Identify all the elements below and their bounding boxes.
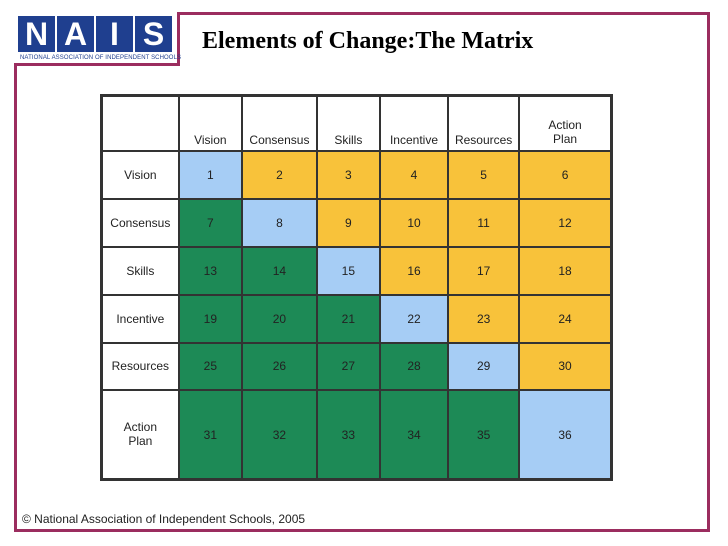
column-header: Vision <box>178 96 243 151</box>
matrix-cell-diagonal: 36 <box>519 390 611 479</box>
logo-caption: NATIONAL ASSOCIATION OF INDEPENDENT SCHO… <box>20 55 182 61</box>
matrix-cell-lower: 21 <box>316 294 380 343</box>
matrix-cell-upper: 2 <box>242 151 317 199</box>
logo-letter: S <box>135 16 172 52</box>
matrix-cell-upper: 16 <box>379 246 449 295</box>
column-header: Incentive <box>379 96 449 151</box>
matrix-cell-upper: 24 <box>519 294 611 343</box>
column-header: Skills <box>316 96 380 151</box>
matrix-cell-upper: 17 <box>448 246 520 295</box>
matrix-cell-upper: 30 <box>519 342 611 391</box>
logo-letter: N <box>18 16 55 52</box>
matrix-cell-lower: 14 <box>242 246 317 295</box>
matrix-cell-upper: 5 <box>448 151 520 199</box>
matrix-cell-upper: 18 <box>519 246 611 295</box>
matrix-cell-upper: 3 <box>316 151 380 199</box>
matrix-row: Skills 13 14 15 16 17 18 <box>102 246 611 295</box>
matrix-cell-upper: 12 <box>519 198 611 247</box>
matrix-row: Incentive 19 20 21 22 23 24 <box>102 294 611 343</box>
matrix-row: Consensus 7 8 9 10 11 12 <box>102 198 611 247</box>
matrix-cell-lower: 33 <box>316 390 380 479</box>
matrix-row: Resources 25 26 27 28 29 30 <box>102 342 611 391</box>
matrix-cell-diagonal: 29 <box>448 342 520 391</box>
column-header: Action Plan <box>519 96 611 151</box>
matrix-cell-diagonal: 22 <box>379 294 449 343</box>
row-header: Skills <box>102 246 179 295</box>
matrix-cell-lower: 27 <box>316 342 380 391</box>
matrix-cell-lower: 28 <box>379 342 449 391</box>
column-header: Resources <box>448 96 520 151</box>
matrix-cell-diagonal: 1 <box>178 151 243 199</box>
row-header: Resources <box>102 342 179 391</box>
matrix-cell-upper: 6 <box>519 151 611 199</box>
matrix-cell-lower: 32 <box>242 390 317 479</box>
matrix-cell-lower: 31 <box>178 390 243 479</box>
matrix-cell-upper: 4 <box>379 151 449 199</box>
change-matrix: Vision Consensus Skills Incentive Resources A… <box>100 94 613 481</box>
row-header: Consensus <box>102 198 179 247</box>
matrix-cell-upper: 11 <box>448 198 520 247</box>
matrix-row: Vision 1 2 3 4 5 6 <box>102 151 611 199</box>
column-header: Consensus <box>242 96 317 151</box>
row-header: Incentive <box>102 294 179 343</box>
matrix-cell-diagonal: 8 <box>242 198 317 247</box>
matrix-cell-lower: 13 <box>178 246 243 295</box>
row-header: Action Plan <box>102 390 179 479</box>
matrix-cell-upper: 23 <box>448 294 520 343</box>
matrix-cell-upper: 10 <box>379 198 449 247</box>
matrix-cell-lower: 35 <box>448 390 520 479</box>
matrix-cell-lower: 34 <box>379 390 449 479</box>
matrix-cell-lower: 20 <box>242 294 317 343</box>
matrix-corner-cell <box>102 96 179 151</box>
matrix-row: Action Plan 31 32 33 34 35 36 <box>102 390 611 479</box>
matrix-cell-lower: 26 <box>242 342 317 391</box>
logo-letters: N A I S <box>18 16 172 52</box>
logo-letter: I <box>96 16 133 52</box>
matrix-cell-lower: 19 <box>178 294 243 343</box>
row-header: Vision <box>102 151 179 199</box>
copyright-footer: © National Association of Independent Sc… <box>22 512 306 526</box>
nais-logo: N A I S NATIONAL ASSOCIATION OF INDEPEND… <box>14 12 182 66</box>
matrix-cell-diagonal: 15 <box>316 246 380 295</box>
slide-title: Elements of Change:The Matrix <box>202 28 534 54</box>
matrix-header-row: Vision Consensus Skills Incentive Resources A… <box>102 96 611 151</box>
matrix-cell-lower: 25 <box>178 342 243 391</box>
matrix-cell-lower: 7 <box>178 198 243 247</box>
matrix-cell-upper: 9 <box>316 198 380 247</box>
logo-letter: A <box>57 16 94 52</box>
